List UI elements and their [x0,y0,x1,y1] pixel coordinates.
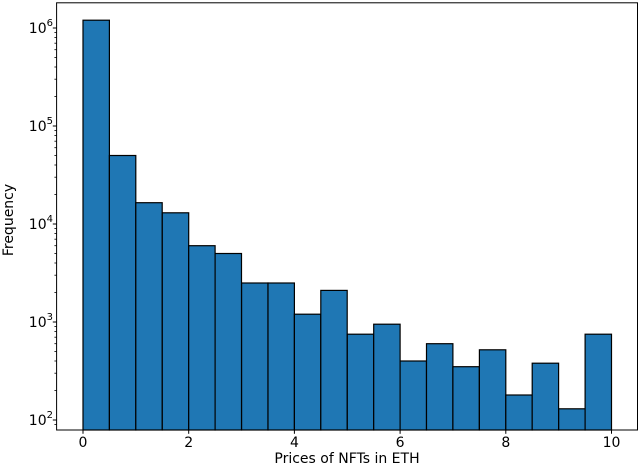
histogram-bar [373,323,401,431]
y-tick-label: 105 [29,116,53,135]
y-tick-label: 102 [29,410,53,429]
y-axis-label: Frequency [1,183,17,257]
x-tick-label: 0 [79,435,88,451]
histogram-bar [135,202,163,431]
histogram-bar [188,245,216,431]
histogram-bar [558,408,586,431]
histogram-bar [584,333,613,431]
histogram-bar [108,154,137,431]
histogram-bar [293,313,322,431]
histogram-bar [82,19,110,431]
histogram-bar [399,360,428,431]
histogram-bar [241,282,269,431]
histogram-bar [505,394,533,431]
histogram-bar [452,366,480,431]
histogram-bar [320,289,348,431]
x-tick-label: 10 [603,435,621,451]
y-tick-label: 106 [29,18,53,37]
histogram-bar [267,282,295,431]
x-axis-label: Prices of NFTs in ETH [274,451,420,467]
x-tick-label: 4 [290,435,299,451]
y-tick-label: 103 [29,312,53,331]
histogram-bar [346,333,375,431]
y-tick-label: 104 [29,214,53,233]
histogram-bar [478,349,507,431]
plot-border [56,2,639,431]
histogram-bar [425,343,454,431]
x-tick-label: 6 [396,435,405,451]
histogram-bar [531,362,560,431]
x-tick-label: 8 [501,435,510,451]
histogram-bar [161,212,190,431]
histogram-bar [214,252,243,431]
x-tick-label: 2 [184,435,193,451]
